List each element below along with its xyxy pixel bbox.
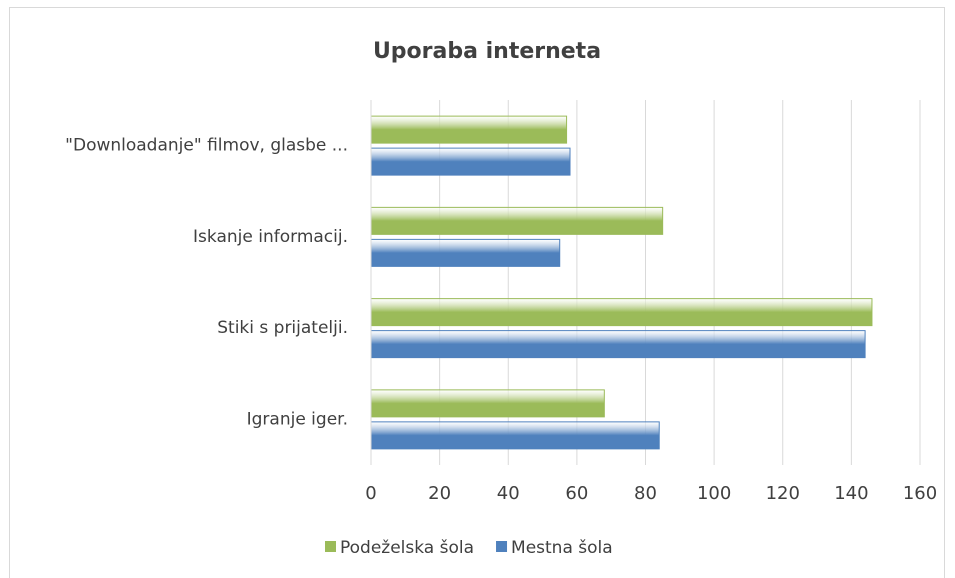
y-tick-label: Iskanje informacij.: [193, 227, 348, 247]
x-tick-label: 100: [697, 483, 731, 504]
bar: [370, 238, 561, 267]
x-tick-label: 20: [428, 483, 451, 504]
y-tick-label: Igranje iger.: [247, 409, 348, 429]
bar: [370, 389, 605, 418]
bar: [370, 330, 866, 359]
x-tick-label: 160: [903, 483, 937, 504]
bar: [370, 115, 568, 144]
x-tick-label: 140: [834, 483, 868, 504]
bar: [370, 421, 660, 450]
chart-border: [9, 7, 945, 578]
x-tick-label: 80: [634, 483, 657, 504]
bar: [370, 147, 571, 176]
legend-swatch: [496, 541, 508, 552]
legend-label: Mestna šola: [511, 538, 613, 558]
x-tick-label: 60: [565, 483, 588, 504]
legend-swatch: [325, 541, 336, 552]
x-tick-label: 40: [497, 483, 520, 504]
y-tick-label: "Downloadanje" filmov, glasbe ...: [65, 136, 348, 156]
x-tick-label: 0: [365, 483, 376, 504]
chart-title: Uporaba interneta: [373, 39, 601, 64]
bar: [370, 206, 664, 235]
bar: [370, 298, 873, 327]
legend-label: Podeželska šola: [340, 538, 474, 558]
y-tick-label: Stiki s prijatelji.: [217, 318, 348, 338]
x-tick-label: 120: [766, 483, 800, 504]
